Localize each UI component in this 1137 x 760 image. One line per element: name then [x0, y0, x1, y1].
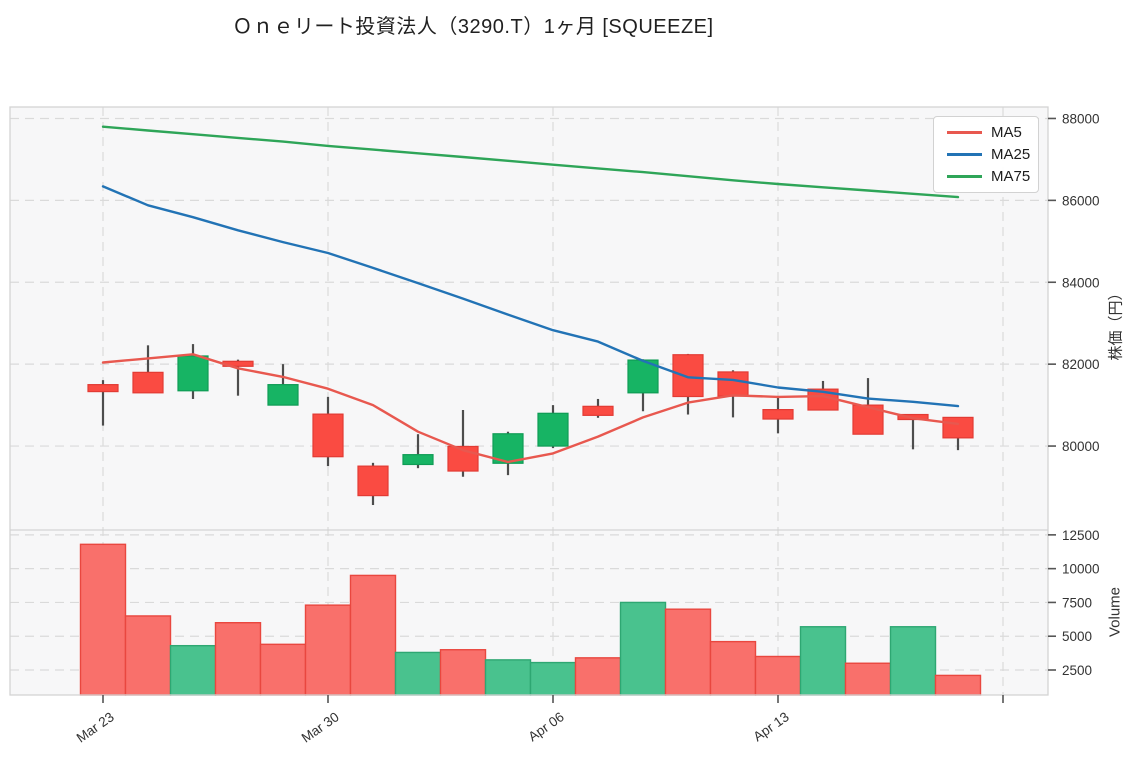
x-tick-label: Mar 30 [299, 709, 342, 745]
volume-tick-label: 10000 [1062, 562, 1100, 577]
candle-body [717, 371, 749, 397]
legend: MA5 MA25 MA75 [933, 116, 1039, 193]
volume-bar [799, 626, 847, 696]
volume-tick-label: 12500 [1062, 528, 1100, 543]
candle-body [357, 465, 389, 497]
price-tick-label: 84000 [1062, 275, 1100, 290]
volume-bar [349, 574, 397, 696]
volume-tick-label: 5000 [1062, 629, 1092, 644]
volume-bar [934, 674, 982, 696]
plot-background [10, 107, 1048, 695]
volume-bar [124, 615, 172, 696]
volume-bar [619, 601, 667, 696]
ma75-line [101, 125, 960, 199]
candle-body [537, 412, 569, 447]
candle-body [672, 354, 704, 398]
candle-body [267, 384, 299, 406]
candle-body [582, 405, 614, 416]
volume-bar [79, 543, 127, 696]
ma5-line [101, 353, 960, 464]
legend-item-ma5: MA5 [934, 125, 1038, 140]
candle-body [762, 409, 794, 420]
legend-item-ma25: MA25 [934, 147, 1038, 162]
plot-border [9, 106, 1049, 696]
volume-bar [304, 604, 352, 696]
price-tick-label: 80000 [1062, 439, 1100, 454]
candle-body [312, 413, 344, 458]
price-tick-label: 82000 [1062, 357, 1100, 372]
legend-label-ma5: MA5 [991, 123, 1022, 141]
volume-bar [664, 608, 712, 696]
volume-bar [439, 649, 487, 696]
volume-tick-label: 2500 [1062, 663, 1092, 678]
volume-bar [529, 661, 577, 696]
candle-body [87, 384, 119, 393]
volume-bar [709, 640, 757, 696]
legend-label-ma75: MA75 [991, 168, 1031, 186]
ma25-line-swatch [947, 152, 982, 156]
page-title: Ｏｎｅリート投資法人（3290.T）1ヶ月 [SQUEEZE] [232, 16, 714, 38]
volume-bar [169, 644, 217, 696]
candle-body [942, 416, 974, 439]
legend-item-ma75: MA75 [934, 169, 1038, 184]
x-tick-label: Apr 06 [526, 709, 567, 744]
volume-bar [844, 662, 892, 696]
volume-bar [754, 655, 802, 696]
candle-body [402, 454, 434, 466]
ma75-line-swatch [947, 175, 982, 179]
ma5-line-swatch [947, 130, 982, 134]
volume-axis-title: Volume [1106, 586, 1124, 638]
price-tick-label: 88000 [1062, 111, 1100, 126]
volume-bar [889, 626, 937, 696]
volume-bar [574, 657, 622, 696]
candle-body [177, 355, 209, 392]
volume-bar [484, 659, 532, 696]
volume-tick-label: 7500 [1062, 595, 1092, 610]
x-tick-label: Mar 23 [74, 709, 117, 745]
ma25-line [101, 185, 960, 408]
volume-bar [214, 622, 262, 696]
candle-body [132, 371, 164, 394]
volume-bar [259, 643, 307, 696]
price-axis-title: 株価（円） [1107, 285, 1125, 361]
legend-label-ma25: MA25 [991, 145, 1031, 163]
x-tick-label: Apr 13 [751, 709, 792, 744]
volume-bar [394, 651, 442, 696]
price-tick-label: 86000 [1062, 193, 1100, 208]
